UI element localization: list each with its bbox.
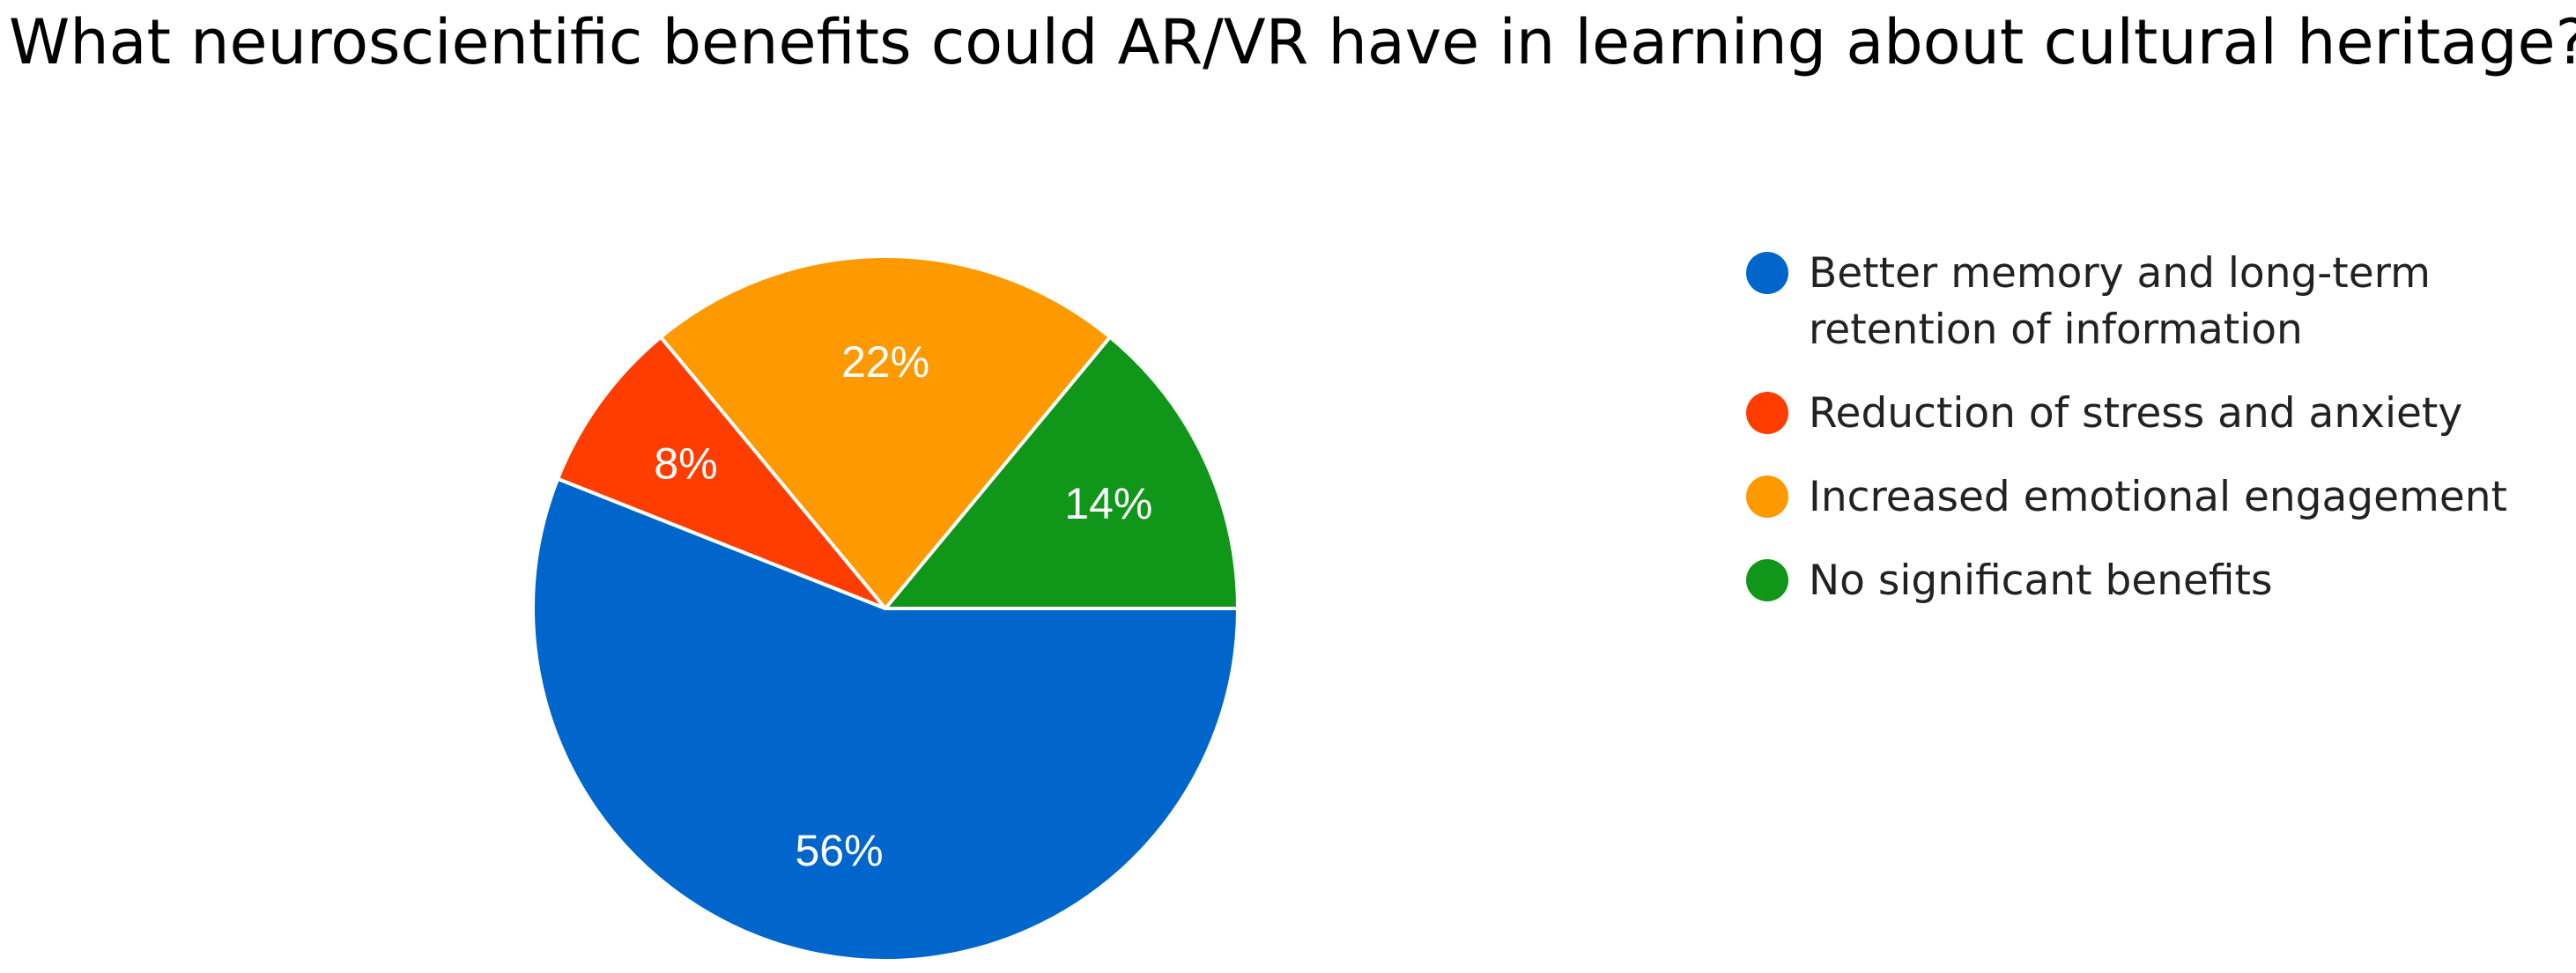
slice-labels: 56% 8% 22% 14% (654, 337, 1152, 875)
chart-title: What neuroscientific benefits could AR/V… (9, 6, 2576, 78)
pie-slice (556, 335, 887, 610)
legend-label: Reduction of stress and anxiety (1809, 389, 2462, 438)
slice-value-label: 14% (1064, 479, 1152, 528)
legend-label: No significant benefits (1809, 557, 2272, 605)
slice-value-label: 8% (654, 439, 717, 488)
pie-slice (659, 254, 1112, 610)
pie (531, 254, 1240, 962)
legend-swatch (1746, 392, 1788, 434)
slice-value-label: 22% (841, 337, 929, 387)
legend-label: Better memory and long-term retention of … (1809, 249, 2431, 354)
pie-slice (531, 476, 1240, 962)
slice-value-label: 56% (795, 826, 883, 875)
legend-swatch (1746, 559, 1788, 601)
legend-label: Increased emotional engagement (1809, 473, 2507, 521)
legend-item: Better memory and long-term retention of … (1746, 249, 2431, 354)
legend: Better memory and long-term retention of … (1746, 249, 2507, 605)
pie-slice (884, 335, 1240, 610)
legend-item: Increased emotional engagement (1746, 473, 2507, 521)
legend-item: Reduction of stress and anxiety (1746, 389, 2462, 438)
legend-item: No significant benefits (1746, 557, 2272, 605)
legend-swatch (1746, 475, 1788, 518)
legend-swatch (1746, 252, 1788, 294)
